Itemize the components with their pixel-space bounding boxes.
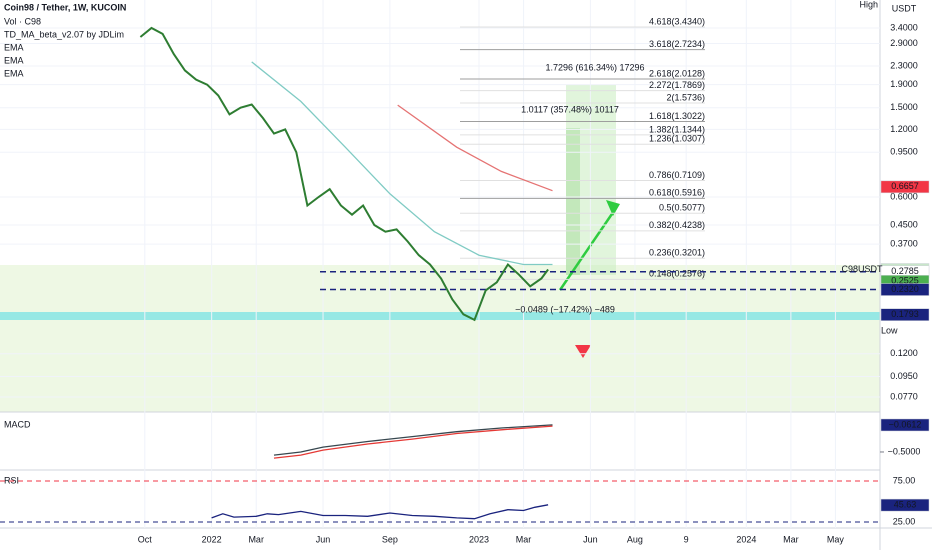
high-label: High [859, 0, 878, 9]
x-tick-label: Oct [138, 534, 153, 544]
series-line [397, 104, 553, 192]
price-tag-label: 0.6657 [891, 181, 919, 191]
x-tick-label: Mar [516, 534, 532, 544]
y-tick-label: 0.4500 [890, 219, 918, 229]
legend-item: Vol · C98 [4, 16, 41, 26]
annotation: 1.0117 (357.48%) 10117 [521, 104, 619, 114]
fib-label: 0.382(0.4238) [649, 220, 705, 230]
x-tick-label: Jun [583, 534, 598, 544]
y-tick-label: 1.2000 [890, 124, 918, 134]
support-band [0, 312, 880, 320]
x-tick-label: Sep [382, 534, 398, 544]
series-line [211, 504, 549, 520]
price-tag-label: 45.63 [894, 499, 917, 509]
x-tick-label: 2022 [202, 534, 222, 544]
fib-label: 2.272(1.7869) [649, 80, 705, 90]
fib-label: 0.5(0.5077) [659, 203, 705, 213]
x-tick-label: May [827, 534, 845, 544]
y-tick-label: 3.4000 [890, 22, 918, 32]
y-tick-label: 1.9000 [890, 79, 918, 89]
legend-item: EMA [4, 42, 24, 52]
price-tag-label: 0.2320 [891, 284, 919, 294]
legend-item: EMA [4, 68, 24, 78]
price-tint [0, 265, 880, 412]
price-tag [880, 283, 930, 296]
y-tick-label: 2.9000 [890, 38, 918, 48]
y-tick-label: 0.0770 [890, 391, 918, 401]
x-tick-label: 2023 [469, 534, 489, 544]
price-tag-label: 0.2525 [891, 276, 919, 286]
low-label: Low [881, 325, 898, 335]
y-tick-label: 0.1200 [890, 348, 918, 358]
pane-title: MACD [4, 419, 31, 429]
fib-label: 1.382(1.1344) [649, 124, 705, 134]
annotation: −0.0489 (−17.42%) −489 [515, 304, 615, 314]
y-tick-label: 0.3700 [890, 238, 918, 248]
fib-label: 0.236(0.3201) [649, 248, 705, 258]
fib-label: 1.236(1.0307) [649, 134, 705, 144]
x-tick-label: 2024 [736, 534, 756, 544]
price-tag-label: −0.0612 [889, 419, 922, 429]
y-tick-label: 25.00 [893, 516, 916, 526]
fib-label: 0.786(0.7109) [649, 170, 705, 180]
y-tick-label: 0.9500 [890, 147, 918, 157]
symbol-tag: C98USDT [841, 264, 883, 274]
fib-label: 0.148(0.2576) [649, 269, 705, 279]
x-tick-label: Jun [316, 534, 331, 544]
fib-label: 2.618(2.0128) [649, 68, 705, 78]
price-tag [880, 308, 930, 321]
fib-label: 3.618(2.7234) [649, 39, 705, 49]
x-tick-label: Mar [248, 534, 264, 544]
price-tag [880, 180, 930, 194]
y-unit: USDT [892, 3, 917, 13]
forecast-arrow [558, 207, 618, 291]
x-tick-label: 9 [684, 534, 689, 544]
series-line [273, 425, 553, 459]
price-tag-label: 0.1793 [891, 309, 919, 319]
y-tick-label: −0.5000 [888, 446, 921, 456]
fib-label: 1.618(1.3022) [649, 111, 705, 121]
down-marker [575, 345, 591, 358]
price-tag-label: 0.2785 [891, 266, 919, 276]
series-line [251, 61, 553, 266]
y-tick-label: 2.3000 [890, 60, 918, 70]
annotation: 1.7296 (616.34%) 17296 [545, 62, 644, 72]
chart-title: Coin98 / Tether, 1W, KUCOIN [4, 2, 126, 12]
pane-title: RSI [4, 475, 19, 485]
legend-item: EMA [4, 55, 24, 65]
projection-box [566, 128, 580, 275]
price-tag [880, 498, 930, 512]
price-tag [880, 418, 930, 432]
y-tick-label: 0.0950 [890, 371, 918, 381]
y-tick-label: 0.6000 [890, 191, 918, 201]
y-tick-label: 1.5000 [890, 102, 918, 112]
series-line [139, 26, 549, 322]
series-line [273, 424, 553, 456]
fib-label: 2(1.5736) [666, 92, 705, 102]
x-tick-label: Aug [627, 534, 643, 544]
arrow-head [606, 200, 620, 216]
fib-label: 0.618(0.5916) [649, 188, 705, 198]
legend-item: TD_MA_beta_v2.07 by JDLim [4, 29, 124, 39]
x-tick-label: Mar [783, 534, 799, 544]
fib-label: 4.618(3.4340) [649, 16, 705, 26]
y-tick-label: 75.00 [893, 475, 916, 485]
